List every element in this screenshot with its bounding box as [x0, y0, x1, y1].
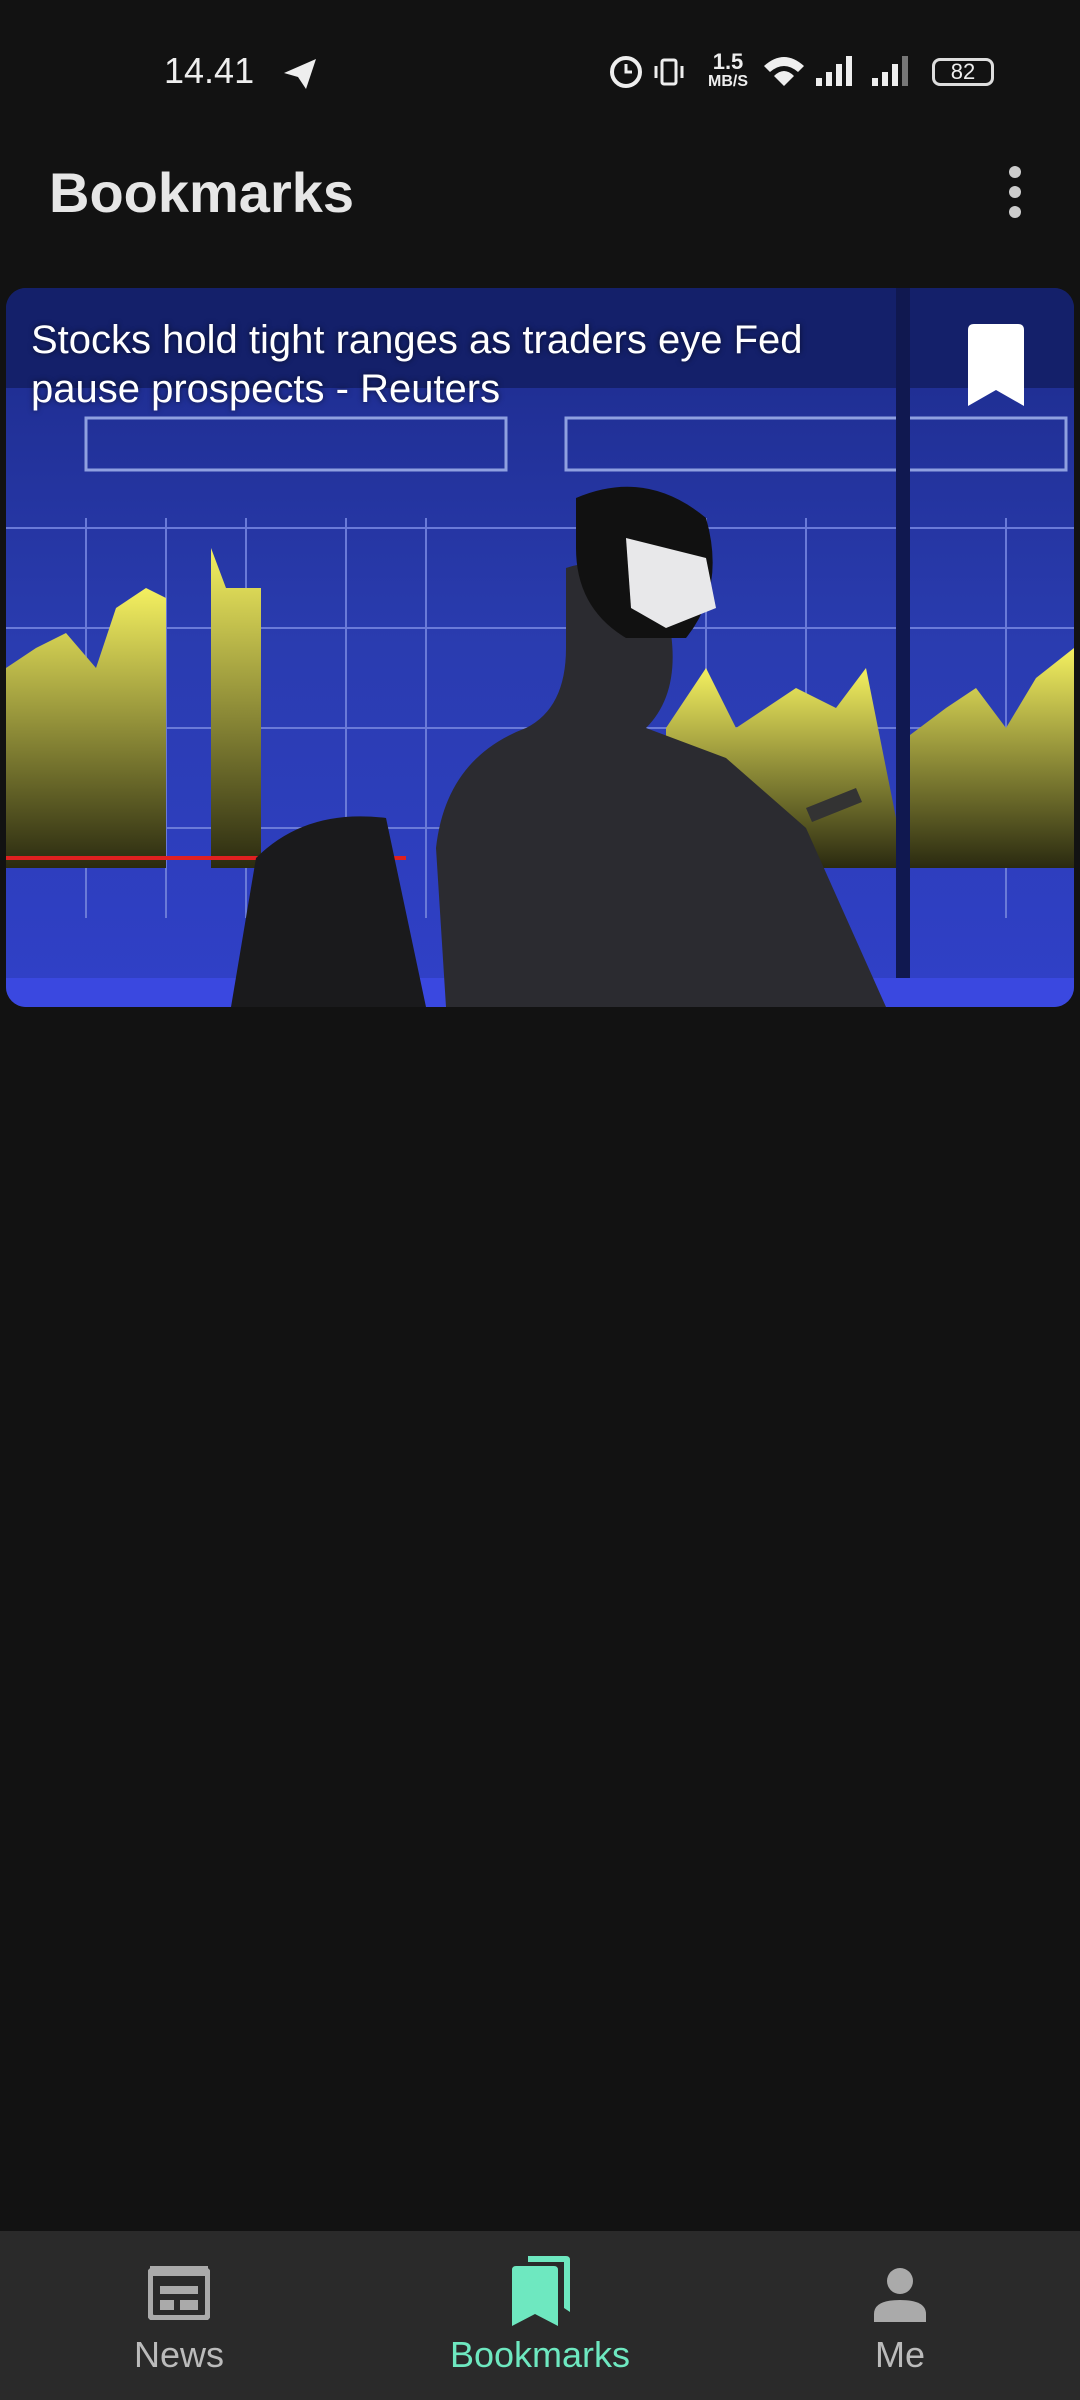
article-card[interactable]	[6, 288, 1074, 1007]
me-icon[interactable]	[872, 2266, 928, 2322]
menu-button[interactable]	[1000, 164, 1030, 220]
battery: 82	[932, 58, 994, 86]
telegram-icon	[284, 59, 316, 89]
status-icons	[610, 56, 684, 88]
news-icon[interactable]	[148, 2264, 210, 2320]
signal-icons	[764, 56, 908, 86]
nav-label[interactable]: Me	[874, 2334, 925, 2375]
article-title[interactable]: Stocks hold tight ranges as traders eye …	[31, 318, 803, 411]
status-time: 14.41	[164, 50, 255, 91]
speed-value: 1.5	[712, 49, 744, 74]
nav-label[interactable]: News	[133, 2334, 225, 2375]
bookmarks-icon[interactable]	[510, 2256, 570, 2326]
page-title: Bookmarks	[49, 161, 355, 224]
net-speed: 1.5 MB/S	[708, 49, 748, 92]
bookmark-button[interactable]	[964, 324, 1028, 406]
nav-label-active[interactable]: Bookmarks	[449, 2334, 631, 2375]
article-image	[6, 288, 1074, 1007]
speed-unit: MB/S	[708, 73, 748, 90]
